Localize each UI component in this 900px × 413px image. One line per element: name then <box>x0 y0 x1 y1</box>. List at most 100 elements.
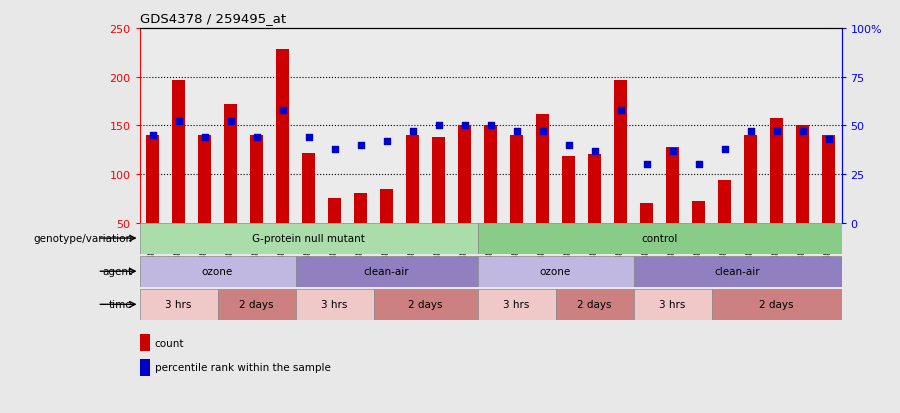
Bar <box>295 29 321 223</box>
Point <box>717 146 732 152</box>
Point <box>354 142 368 149</box>
Text: time: time <box>109 299 132 310</box>
Bar <box>815 29 842 223</box>
Bar <box>666 147 679 223</box>
Bar <box>718 180 731 223</box>
Text: clean-air: clean-air <box>364 266 410 277</box>
Bar <box>478 223 842 254</box>
Point <box>562 142 576 149</box>
Text: 3 hrs: 3 hrs <box>321 299 347 310</box>
Bar <box>295 289 373 320</box>
Bar <box>198 135 211 223</box>
Point <box>405 128 419 135</box>
Bar <box>770 119 783 223</box>
Bar <box>224 104 237 223</box>
Text: 3 hrs: 3 hrs <box>660 299 686 310</box>
Bar <box>484 126 497 223</box>
Point <box>302 134 316 141</box>
Text: ozone: ozone <box>540 266 572 277</box>
Bar <box>172 81 185 223</box>
Bar <box>555 289 634 320</box>
Bar <box>218 29 244 223</box>
Bar <box>244 29 269 223</box>
Point <box>691 161 706 168</box>
Bar <box>400 29 426 223</box>
Text: 3 hrs: 3 hrs <box>166 299 192 310</box>
Bar <box>328 199 341 223</box>
Bar <box>374 289 478 320</box>
Bar <box>634 29 660 223</box>
Bar <box>380 189 393 223</box>
Bar <box>140 335 150 351</box>
Bar <box>321 29 347 223</box>
Text: genotype/variation: genotype/variation <box>33 233 132 244</box>
Bar <box>452 29 478 223</box>
Bar <box>588 155 601 223</box>
Point <box>822 136 836 143</box>
Bar <box>276 50 289 223</box>
Point <box>639 161 653 168</box>
Bar <box>555 29 581 223</box>
Point <box>379 138 393 145</box>
Bar <box>478 256 634 287</box>
Bar <box>478 289 555 320</box>
Bar <box>634 256 842 287</box>
Bar <box>822 135 835 223</box>
Text: 2 days: 2 days <box>760 299 794 310</box>
Point <box>483 123 498 129</box>
Bar <box>192 29 218 223</box>
Point <box>275 107 290 114</box>
Bar <box>269 29 295 223</box>
Point <box>197 134 211 141</box>
Point <box>665 148 680 154</box>
Point <box>588 148 602 154</box>
Bar <box>608 29 634 223</box>
Bar <box>640 204 653 223</box>
Bar <box>796 126 809 223</box>
Point <box>171 119 185 126</box>
Bar <box>510 135 523 223</box>
Bar <box>562 157 575 223</box>
Bar <box>737 29 763 223</box>
Text: 2 days: 2 days <box>239 299 274 310</box>
Point <box>770 128 784 135</box>
Bar <box>581 29 608 223</box>
Bar <box>634 289 712 320</box>
Bar <box>140 289 218 320</box>
Bar <box>218 289 295 320</box>
Text: percentile rank within the sample: percentile rank within the sample <box>155 363 330 373</box>
Point <box>796 128 810 135</box>
Text: 2 days: 2 days <box>577 299 612 310</box>
Bar <box>660 29 686 223</box>
Text: G-protein null mutant: G-protein null mutant <box>252 233 364 244</box>
Bar <box>744 135 757 223</box>
Bar <box>763 29 789 223</box>
Bar <box>347 29 374 223</box>
Bar <box>295 256 478 287</box>
Bar <box>302 153 315 223</box>
Point <box>613 107 627 114</box>
Text: control: control <box>642 233 678 244</box>
Text: 3 hrs: 3 hrs <box>503 299 530 310</box>
Bar <box>374 29 400 223</box>
Text: 2 days: 2 days <box>409 299 443 310</box>
Bar <box>503 29 529 223</box>
Point <box>431 123 446 129</box>
Text: ozone: ozone <box>202 266 233 277</box>
Bar <box>789 29 815 223</box>
Bar <box>140 223 478 254</box>
Bar <box>478 29 503 223</box>
Bar <box>614 81 627 223</box>
Bar <box>406 135 419 223</box>
Bar <box>140 359 150 376</box>
Bar <box>712 29 737 223</box>
Point <box>743 128 758 135</box>
Bar <box>458 126 471 223</box>
Text: count: count <box>155 338 184 348</box>
Bar <box>354 194 367 223</box>
Text: GDS4378 / 259495_at: GDS4378 / 259495_at <box>140 12 285 25</box>
Bar <box>166 29 192 223</box>
Text: clean-air: clean-air <box>715 266 760 277</box>
Bar <box>712 289 842 320</box>
Point <box>457 123 472 129</box>
